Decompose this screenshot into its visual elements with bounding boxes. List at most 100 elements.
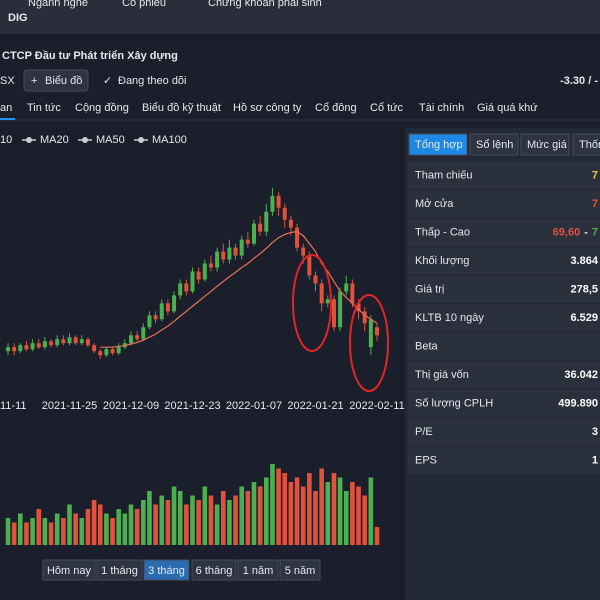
range-button[interactable] [96,559,143,581]
range-button[interactable] [42,559,96,581]
volume-bar [276,468,281,545]
range-button-label[interactable]: 5 năm [285,565,316,577]
info-label: Số lượng CPLH [415,397,493,409]
info-value-part: - [584,226,588,238]
nav-tab[interactable]: Biểu đồ kỹ thuật [142,102,221,114]
candle-body [215,251,220,268]
annotation-circle [349,294,389,392]
info-label: Mở cửa [415,198,454,210]
candle-body [172,295,177,312]
nav-tab[interactable]: Tài chính [419,102,464,114]
volume-bar [282,473,288,545]
info-label: Thị giá vốn [415,369,469,381]
top-tab[interactable]: Cổ phiếu [122,0,166,9]
candle-body [116,347,121,354]
top-bar [0,0,600,34]
nav-tab[interactable]: Cộng đồng [75,102,129,114]
volume-bar [18,513,23,545]
candle-body [227,247,232,260]
side-tab-label[interactable]: Sổ lệnh [476,139,513,151]
volume-bar [319,468,324,545]
top-tab[interactable]: Chứng khoán phái sinh [208,0,322,9]
range-button[interactable] [143,559,190,581]
candle-body [313,275,318,284]
candle-body [288,219,293,228]
info-value-part: 278,5 [570,283,598,295]
nav-tab[interactable]: Cổ tức [370,102,404,114]
info-row [408,247,600,275]
volume-bar [85,509,91,545]
candle-body [368,319,373,348]
range-button-label[interactable]: 6 tháng [196,565,233,577]
volume-bar [104,513,109,545]
volume-bar [165,500,171,545]
candle-body [276,195,281,208]
info-row [408,190,600,218]
legend-label[interactable]: MA50 [96,134,125,146]
side-tab-label[interactable]: Thốn [579,139,600,151]
follow-button[interactable]: Đang theo dõi [118,75,187,87]
nav-tab[interactable]: Cổ đông [315,102,357,114]
volume-bar [190,495,195,545]
candle-body [258,223,263,232]
range-button[interactable] [279,559,321,581]
volume-bar [196,500,201,545]
annotation-circle [292,254,332,352]
range-button[interactable] [237,559,279,581]
side-tab[interactable] [520,133,570,156]
nav-tab[interactable]: Tin tức [27,102,61,114]
info-row [408,276,600,303]
info-row [408,418,600,446]
x-tick-label: 2021-11-25 [42,400,97,412]
nav-tab[interactable]: an [0,102,12,114]
volume-bar [5,518,11,545]
info-value: 6.529 [570,312,598,324]
info-row [408,162,600,189]
side-tab[interactable] [469,133,519,156]
volume-bar [159,495,165,545]
chart-button[interactable] [23,69,89,92]
side-tab[interactable] [572,133,600,156]
volume-bar [362,495,367,545]
range-button[interactable] [191,559,237,581]
side-tab-label[interactable]: Mức giá [527,139,568,151]
legend-label[interactable]: MA100 [152,134,187,146]
info-value-part: 1 [592,454,598,466]
top-tab[interactable]: Ngành nghề [28,0,88,9]
side-tab-label[interactable]: Tổng hợp [415,139,463,151]
chart-button-label[interactable]: Biểu đồ [45,75,82,87]
range-button-label[interactable]: Hôm nay [47,565,92,577]
volume-bar [67,504,72,545]
legend-label[interactable]: 10 [0,134,12,146]
legend-label[interactable]: MA20 [40,134,69,146]
candle-body [239,239,244,256]
volume-bar [79,518,85,545]
info-value-part: 36.042 [564,369,598,381]
candle-body [196,271,201,280]
volume-bar [73,513,78,545]
range-button-label[interactable]: 3 tháng [148,565,185,577]
range-button-label[interactable]: 1 năm [243,565,274,577]
info-value-part: 3.864 [570,255,598,267]
side-tab[interactable] [408,133,468,156]
candle-body [129,335,133,344]
candle-body [147,315,152,328]
volume-bar [42,518,48,545]
range-button-label[interactable]: 1 tháng [101,565,138,577]
nav-tab[interactable]: Giá quá khứ [477,102,538,114]
candle-body [319,283,324,304]
candle-body [42,341,47,348]
candle-body [233,247,238,256]
volume-bar [325,482,331,545]
nav-tab[interactable]: Hồ sơ công ty [233,102,302,114]
volume-bar [48,522,54,545]
x-tick-label: 11-11 [0,400,27,412]
candle-body [36,343,41,348]
info-row [408,219,600,246]
info-value: 7 [592,198,598,210]
info-value-part: 7 [592,198,598,210]
candle-body [245,239,250,244]
volume-bar [184,504,189,545]
candle-body [92,345,97,352]
candle-body [221,251,226,260]
